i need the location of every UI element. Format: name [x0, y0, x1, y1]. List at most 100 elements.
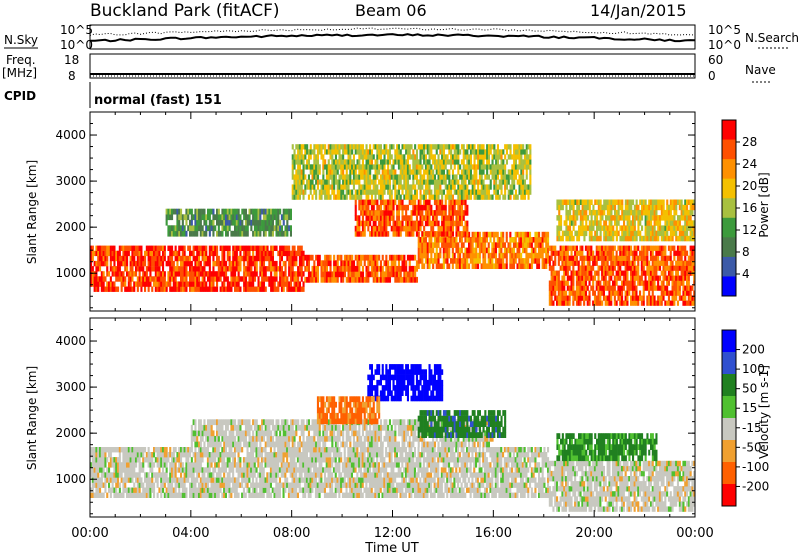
heatmap-cell — [423, 199, 426, 206]
heatmap-cell — [453, 144, 456, 150]
heatmap-cell — [520, 144, 523, 150]
heatmap-cell — [264, 225, 267, 232]
heatmap-cell — [459, 204, 462, 211]
heatmap-cell — [442, 225, 445, 232]
heatmap-cell — [163, 281, 166, 287]
heatmap-cell — [574, 255, 577, 261]
heatmap-cell — [190, 219, 193, 226]
heatmap-cell — [291, 245, 294, 251]
heatmap-cell — [406, 189, 409, 195]
heatmap-cell — [484, 149, 487, 155]
heatmap-cell — [513, 194, 516, 200]
heatmap-cell — [232, 245, 235, 251]
heatmap-cell — [201, 245, 204, 251]
heatmap-cell — [602, 260, 605, 266]
heatmap-cell — [264, 245, 267, 251]
heatmap-cell — [534, 252, 537, 259]
heatmap-cell — [615, 215, 618, 221]
heatmap-cell — [439, 149, 442, 155]
heatmap-cell — [343, 159, 346, 165]
heatmap-cell — [453, 199, 456, 206]
heatmap-cell — [680, 275, 683, 281]
heatmap-cell — [577, 265, 580, 271]
heatmap-cell — [651, 230, 654, 237]
heatmap-cell — [423, 252, 426, 259]
heatmap-cell — [286, 225, 289, 232]
heatmap-cell — [468, 189, 471, 195]
heatmap-cell — [545, 242, 548, 248]
heatmap-cell — [669, 260, 672, 266]
heatmap-cell — [507, 247, 510, 254]
heatmap-cell — [459, 199, 462, 206]
heatmap-cell — [451, 169, 454, 175]
heatmap-cell — [405, 149, 408, 155]
heatmap-cell — [518, 247, 521, 254]
heatmap-cell — [592, 300, 595, 306]
heatmap-cell — [223, 276, 226, 282]
heatmap-cell — [509, 247, 512, 254]
heatmap-cell — [115, 457, 118, 463]
heatmap-cell — [433, 231, 436, 237]
heatmap-cell — [261, 225, 264, 232]
heatmap-cell — [351, 194, 354, 200]
heatmap-cell — [595, 260, 598, 266]
heatmap-cell — [514, 189, 517, 195]
heatmap-cell — [178, 230, 181, 237]
heatmap-cell — [212, 255, 215, 262]
heatmap-cell — [521, 263, 524, 269]
heatmap-cell — [602, 285, 605, 291]
heatmap-cell — [525, 174, 528, 180]
heatmap-cell — [358, 276, 361, 283]
heatmap-cell — [480, 144, 483, 150]
heatmap-cell — [378, 189, 381, 195]
heatmap-cell — [426, 164, 429, 170]
heatmap-cell — [318, 164, 321, 170]
heatmap-cell — [514, 174, 517, 180]
heatmap-cell — [565, 225, 568, 231]
heatmap-cell — [565, 290, 568, 296]
heatmap-cell — [379, 260, 382, 267]
heatmap-cell — [576, 204, 579, 211]
heatmap-cell — [575, 295, 578, 301]
heatmap-cell — [603, 199, 606, 205]
heatmap-cell — [347, 184, 350, 190]
heatmap-cell — [108, 482, 111, 488]
heatmap-cell — [367, 179, 370, 185]
heatmap-cell — [91, 276, 94, 282]
heatmap-cell — [518, 184, 521, 190]
heatmap-cell — [376, 164, 379, 170]
heatmap-cell — [217, 225, 220, 232]
heatmap-cell — [360, 204, 363, 211]
heatmap-cell — [90, 447, 93, 453]
heatmap-cell — [658, 295, 661, 301]
heatmap-cell — [410, 169, 413, 175]
heatmap-cell — [557, 260, 560, 266]
heatmap-cell — [442, 231, 445, 237]
heatmap-cell — [165, 286, 168, 292]
heatmap-cell — [424, 247, 427, 254]
heatmap-cell — [397, 159, 400, 165]
heatmap-cell — [268, 255, 271, 262]
heatmap-cell — [659, 215, 662, 221]
heatmap-cell — [367, 194, 370, 200]
heatmap-cell — [558, 220, 561, 226]
heatmap-cell — [347, 144, 350, 150]
heatmap-cell — [610, 265, 613, 271]
heatmap-cell — [450, 199, 453, 206]
heatmap-cell — [225, 271, 228, 277]
heatmap-cell — [466, 189, 469, 195]
heatmap-cell — [178, 266, 181, 272]
heatmap-cell — [379, 220, 382, 227]
heatmap-cell — [450, 184, 453, 190]
heatmap-cell — [419, 210, 422, 216]
heatmap-cell — [345, 189, 348, 195]
heatmap-cell — [473, 174, 476, 180]
heatmap-cell — [480, 179, 483, 185]
heatmap-cell — [469, 174, 472, 180]
heatmap-cell — [428, 210, 431, 216]
heatmap-cell — [230, 281, 233, 287]
heatmap-cell — [228, 250, 231, 257]
heatmap-cell — [196, 245, 199, 251]
heatmap-cell — [239, 255, 242, 262]
heatmap-cell — [300, 174, 303, 180]
